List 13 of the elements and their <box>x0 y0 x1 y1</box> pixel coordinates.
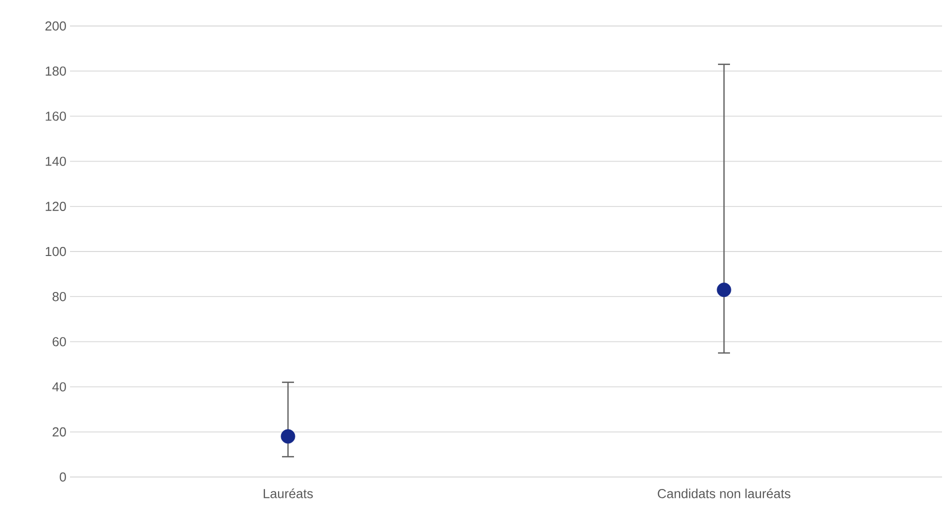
y-tick-label: 20 <box>52 427 66 436</box>
x-tick-label: Candidats non lauréats <box>658 488 790 498</box>
y-tick-label: 0 <box>60 472 66 482</box>
y-tick-label: 100 <box>46 246 66 256</box>
x-tick-label: Lauréats <box>264 488 313 498</box>
y-tick-label: 180 <box>46 66 66 76</box>
y-tick-label: 120 <box>46 202 66 211</box>
y-tick-label: 80 <box>52 292 66 302</box>
y-tick-label: 40 <box>52 382 66 392</box>
y-tick-label: 200 <box>45 21 66 31</box>
y-tick-label: 140 <box>46 156 66 166</box>
y-tick-label: 160 <box>46 112 66 121</box>
y-tick-label: 60 <box>52 337 66 346</box>
